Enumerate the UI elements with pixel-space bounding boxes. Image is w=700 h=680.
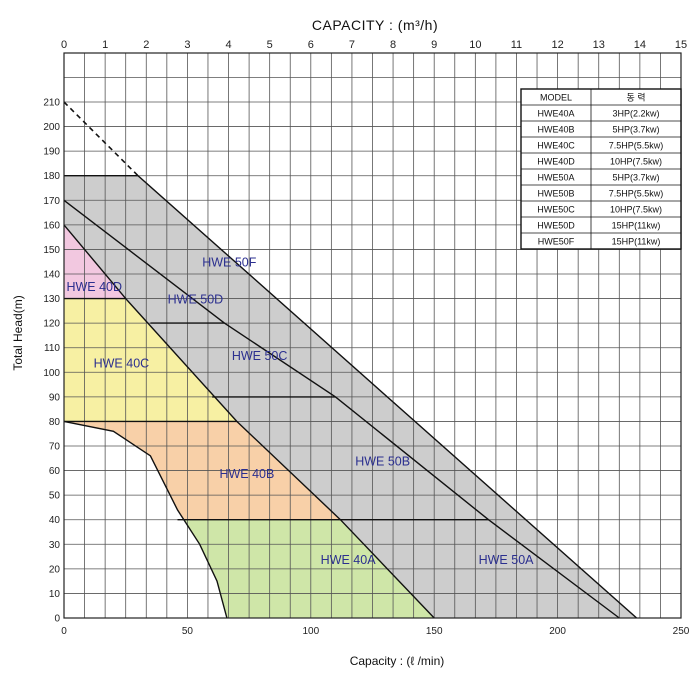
x-axis-title: Capacity : (ℓ /min) <box>350 654 445 668</box>
axes: 0102030405060708090100110120130140150160… <box>43 39 689 637</box>
x-tick-label: 150 <box>426 626 443 637</box>
top-tick-label: 10 <box>469 39 481 51</box>
y-tick-label: 20 <box>49 564 61 575</box>
table-cell-power: 10HP(7.5kw) <box>610 157 662 167</box>
top-tick-label: 12 <box>551 39 563 51</box>
top-axis-title: CAPACITY : (m³/h) <box>312 17 438 33</box>
region-boundaries <box>63 101 638 619</box>
table-cell-model: HWE40A <box>537 109 574 119</box>
y-tick-label: 110 <box>44 343 60 354</box>
region-hwe-40c <box>64 298 237 422</box>
table-cell-model: HWE50D <box>537 221 575 231</box>
y-tick-label: 40 <box>49 515 61 526</box>
y-tick-label: 10 <box>49 589 61 600</box>
table-cell-power: 5HP(3.7kw) <box>612 173 659 183</box>
y-tick-label: 70 <box>49 442 61 453</box>
plot-frame <box>63 52 682 619</box>
x-tick-label: 250 <box>673 626 690 637</box>
dashed-extension <box>63 101 139 177</box>
y-tick-label: 160 <box>43 220 60 231</box>
x-tick-label: 0 <box>61 626 67 637</box>
label-hwe-40a: HWE 40A <box>321 553 377 567</box>
hwe-40-lower-curve <box>63 420 228 619</box>
top-tick-label: 9 <box>431 39 437 51</box>
table-cell-power: 7.5HP(5.5kw) <box>609 141 664 151</box>
y-tick-label: 60 <box>49 466 61 477</box>
label-hwe-40c: HWE 40C <box>94 356 150 370</box>
y-tick-label: 30 <box>49 540 61 551</box>
label-hwe-50d: HWE 50D <box>168 292 224 306</box>
top-tick-label: 14 <box>634 39 646 51</box>
label-hwe-40b: HWE 40B <box>219 467 274 481</box>
table-cell-power: 10HP(7.5kw) <box>610 205 662 215</box>
y-tick-label: 0 <box>54 614 60 625</box>
y-tick-label: 190 <box>43 147 60 158</box>
table-cell-model: HWE50F <box>538 237 575 247</box>
x-tick-label: 50 <box>182 626 194 637</box>
label-hwe-40d: HWE 40D <box>66 280 122 294</box>
y-tick-label: 210 <box>43 98 60 109</box>
y-tick-label: 140 <box>43 270 60 281</box>
top-tick-label: 5 <box>267 39 273 51</box>
table-cell-model: HWE40D <box>537 157 575 167</box>
y-tick-label: 180 <box>43 171 60 182</box>
top-tick-label: 11 <box>511 39 522 51</box>
model-power-table: MODEL 동 력 HWE40A 3HP(2.2kw) HWE40B 5HP(3.7kw)… <box>520 88 682 250</box>
table-cell-power: 7.5HP(5.5kw) <box>609 189 664 199</box>
y-tick-label: 200 <box>43 122 60 133</box>
y-tick-label: 100 <box>43 368 60 379</box>
label-hwe-50b: HWE 50B <box>355 455 410 469</box>
top-tick-label: 6 <box>308 39 314 51</box>
x-tick-label: 100 <box>302 626 319 637</box>
top-tick-label: 2 <box>143 39 149 51</box>
table-cell-power: 5HP(3.7kw) <box>612 125 659 135</box>
table-cell-power: 15HP(11kw) <box>612 237 661 247</box>
y-tick-label: 120 <box>43 319 60 330</box>
label-hwe-50f: HWE 50F <box>202 256 257 270</box>
table-cell-model: HWE40C <box>537 141 575 151</box>
hwe-50f-boundary <box>64 174 638 619</box>
y-axis-title: Total Head(m) <box>11 295 25 370</box>
top-tick-label: 8 <box>390 39 396 51</box>
label-hwe-50c: HWE 50C <box>232 349 288 363</box>
table-header-model: MODEL <box>540 93 572 103</box>
top-tick-label: 15 <box>675 39 687 51</box>
y-tick-label: 170 <box>43 196 60 207</box>
y-tick-label: 130 <box>43 294 60 305</box>
y-tick-label: 150 <box>43 245 60 256</box>
table-cell-model: HWE40B <box>537 125 574 135</box>
top-tick-label: 1 <box>102 39 108 51</box>
table-cell-model: HWE50B <box>537 189 574 199</box>
top-tick-label: 7 <box>349 39 355 51</box>
top-tick-label: 0 <box>61 39 67 51</box>
table-cell-power: 3HP(2.2kw) <box>612 109 659 119</box>
y-tick-label: 90 <box>49 392 61 403</box>
y-tick-label: 50 <box>49 491 61 502</box>
table-cell-power: 15HP(11kw) <box>612 221 661 231</box>
table-header-power: 동 력 <box>626 92 645 103</box>
top-tick-label: 13 <box>593 39 605 51</box>
label-hwe-50a: HWE 50A <box>479 553 535 567</box>
table-cell-model: HWE50C <box>537 205 575 215</box>
top-tick-label: 3 <box>184 39 190 51</box>
y-tick-label: 80 <box>49 417 61 428</box>
table-cell-model: HWE50A <box>537 173 574 183</box>
top-tick-label: 4 <box>225 39 231 51</box>
region-labels: HWE 50A HWE 50B HWE 50C HWE 50D HWE 50F HWE 4… <box>66 256 534 567</box>
x-tick-label: 200 <box>549 626 566 637</box>
